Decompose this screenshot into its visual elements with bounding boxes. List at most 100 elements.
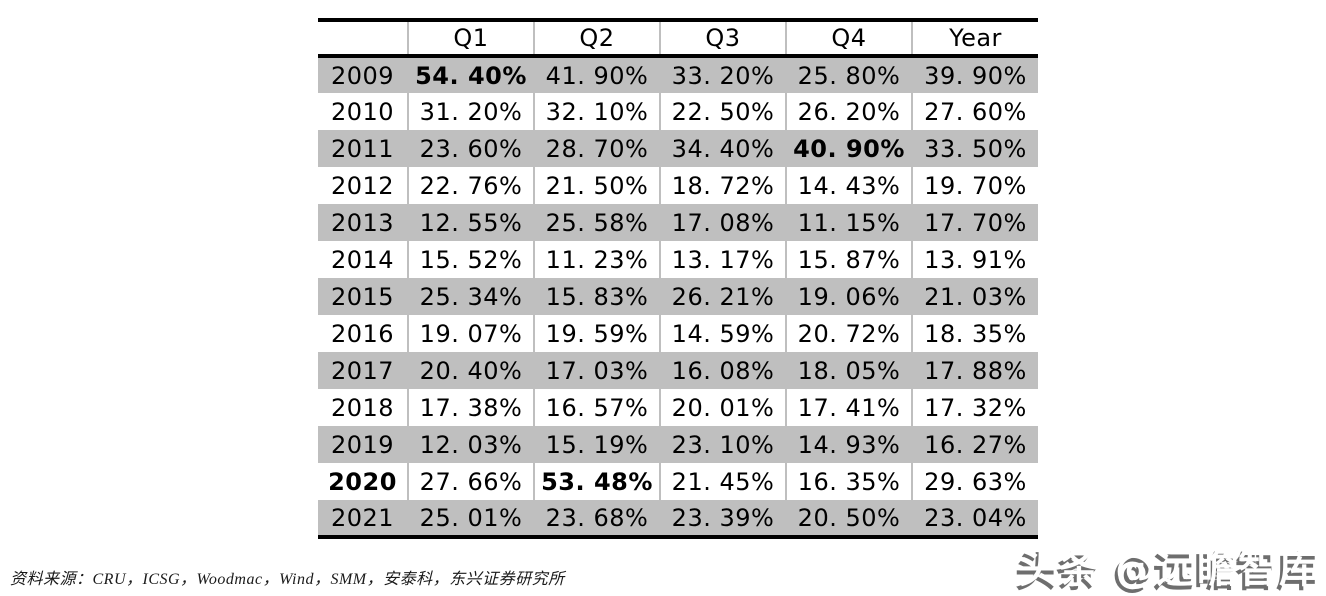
value-cell: 17. 70% [911, 204, 1038, 241]
corner-cell [318, 20, 408, 56]
value-cell: 27. 60% [911, 93, 1038, 130]
value-cell: 18. 05% [785, 352, 912, 389]
table-row: 2012 22. 76% 21. 50% 18. 72% 14. 43% 19. 70% [318, 167, 1038, 204]
value-cell: 21. 03% [911, 278, 1038, 315]
value-cell: 11. 15% [785, 204, 912, 241]
watermark: 头条 @远瞻智库 [1018, 546, 1320, 592]
value-cell: 15. 87% [785, 241, 912, 278]
value-cell: 20. 72% [785, 315, 912, 352]
value-cell: 25. 34% [407, 278, 534, 315]
value-cell: 23. 10% [659, 426, 786, 463]
year-label-cell: 2014 [330, 245, 395, 274]
year-label-cell: 2012 [330, 171, 395, 200]
table-row: 2017 20. 40% 17. 03% 16. 08% 18. 05% 17. 88% [318, 352, 1038, 389]
value-cell: 15. 83% [533, 278, 660, 315]
value-cell: 23. 60% [407, 130, 534, 167]
year-label-cell: 2017 [330, 356, 395, 385]
value-cell: 26. 20% [785, 93, 912, 130]
value-cell: 13. 91% [911, 241, 1038, 278]
year-label-cell: 2013 [330, 208, 395, 237]
value-cell: 15. 19% [533, 426, 660, 463]
value-cell: 15. 52% [407, 241, 534, 278]
value-cell: 21. 50% [533, 167, 660, 204]
year-label-cell: 2019 [330, 430, 395, 459]
column-header-q1: Q1 [407, 20, 534, 56]
value-cell: 12. 55% [407, 204, 534, 241]
value-cell: 34. 40% [659, 130, 786, 167]
value-cell: 26. 21% [659, 278, 786, 315]
value-cell: 29. 63% [911, 463, 1038, 500]
value-cell: 25. 80% [785, 56, 912, 93]
table-row: 2010 31. 20% 32. 10% 22. 50% 26. 20% 27. 60% [318, 93, 1038, 130]
value-cell: 53. 48% [533, 463, 660, 500]
value-cell: 17. 03% [533, 352, 660, 389]
year-label-cell: 2018 [330, 393, 395, 422]
value-cell: 17. 41% [785, 389, 912, 426]
value-cell: 33. 50% [911, 130, 1038, 167]
year-label-cell: 2016 [330, 319, 395, 348]
table-row: 2011 23. 60% 28. 70% 34. 40% 40. 90% 33. 50% [318, 130, 1038, 167]
value-cell: 23. 04% [911, 500, 1038, 537]
quarterly-growth-table: Q1 Q2 Q3 Q4 Year 2009 54. 40% 41. 90% 33. 20% 25… [318, 18, 1038, 539]
value-cell: 32. 10% [533, 93, 660, 130]
year-label-cell: 2020 [328, 467, 397, 496]
data-table: Q1 Q2 Q3 Q4 Year 2009 54. 40% 41. 90% 33. 20% 25… [318, 18, 1038, 539]
value-cell: 16. 08% [659, 352, 786, 389]
column-header-q4: Q4 [785, 20, 912, 56]
value-cell: 17. 08% [659, 204, 786, 241]
value-cell: 18. 35% [911, 315, 1038, 352]
value-cell: 33. 20% [659, 56, 786, 93]
table-row: 2018 17. 38% 16. 57% 20. 01% 17. 41% 17. 32% [318, 389, 1038, 426]
value-cell: 19. 70% [911, 167, 1038, 204]
table-row: 2020 27. 66% 53. 48% 21. 45% 16. 35% 29. 63% [318, 463, 1038, 500]
year-label-cell: 2021 [330, 503, 395, 532]
table-row: 2016 19. 07% 19. 59% 14. 59% 20. 72% 18. 35% [318, 315, 1038, 352]
column-header-q3: Q3 [659, 20, 786, 56]
value-cell: 20. 01% [659, 389, 786, 426]
table-row: 2015 25. 34% 15. 83% 26. 21% 19. 06% 21. 03% [318, 278, 1038, 315]
value-cell: 14. 59% [659, 315, 786, 352]
year-label-cell: 2011 [330, 134, 395, 163]
value-cell: 14. 43% [785, 167, 912, 204]
value-cell: 18. 72% [659, 167, 786, 204]
value-cell: 28. 70% [533, 130, 660, 167]
value-cell: 41. 90% [533, 56, 660, 93]
table-row: 2009 54. 40% 41. 90% 33. 20% 25. 80% 39. 90% [318, 56, 1038, 93]
table-row: 2014 15. 52% 11. 23% 13. 17% 15. 87% 13. 91% [318, 241, 1038, 278]
year-label-cell: 2010 [330, 97, 395, 126]
value-cell: 31. 20% [407, 93, 534, 130]
value-cell: 17. 32% [911, 389, 1038, 426]
table-row: 2019 12. 03% 15. 19% 23. 10% 14. 93% 16. 27% [318, 426, 1038, 463]
value-cell: 39. 90% [911, 56, 1038, 93]
column-header-year: Year [911, 20, 1038, 56]
source-note: 资料来源：CRU，ICSG，Woodmac，Wind，SMM，安泰科，东兴证券研… [10, 571, 565, 588]
table-row: 2021 25. 01% 23. 68% 23. 39% 20. 50% 23. 04% [318, 500, 1038, 537]
value-cell: 54. 40% [407, 56, 534, 93]
value-cell: 22. 76% [407, 167, 534, 204]
value-cell: 17. 38% [407, 389, 534, 426]
year-label-cell: 2009 [330, 61, 395, 90]
value-cell: 23. 68% [533, 500, 660, 537]
year-label-cell: 2015 [330, 282, 395, 311]
value-cell: 17. 88% [911, 352, 1038, 389]
value-cell: 11. 23% [533, 241, 660, 278]
value-cell: 12. 03% [407, 426, 534, 463]
value-cell: 21. 45% [659, 463, 786, 500]
value-cell: 23. 39% [659, 500, 786, 537]
value-cell: 19. 06% [785, 278, 912, 315]
value-cell: 14. 93% [785, 426, 912, 463]
value-cell: 25. 01% [407, 500, 534, 537]
value-cell: 27. 66% [407, 463, 534, 500]
column-header-q2: Q2 [533, 20, 660, 56]
table-header-row: Q1 Q2 Q3 Q4 Year [318, 20, 1038, 56]
value-cell: 13. 17% [659, 241, 786, 278]
value-cell: 16. 57% [533, 389, 660, 426]
value-cell: 19. 59% [533, 315, 660, 352]
value-cell: 40. 90% [785, 130, 912, 167]
table-row: 2013 12. 55% 25. 58% 17. 08% 11. 15% 17. 70% [318, 204, 1038, 241]
value-cell: 25. 58% [533, 204, 660, 241]
value-cell: 22. 50% [659, 93, 786, 130]
value-cell: 16. 27% [911, 426, 1038, 463]
value-cell: 19. 07% [407, 315, 534, 352]
value-cell: 20. 40% [407, 352, 534, 389]
